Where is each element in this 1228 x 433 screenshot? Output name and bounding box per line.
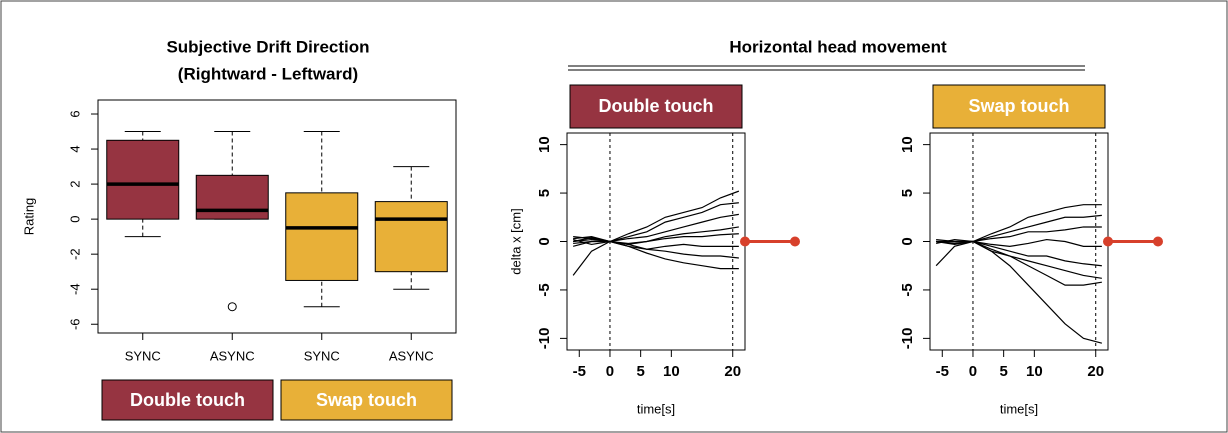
- pointer-dot: [790, 237, 800, 247]
- box: [107, 140, 179, 219]
- figure-title: Horizontal head movement: [729, 37, 947, 56]
- y-tick-label: 0: [536, 237, 553, 245]
- trace: [936, 242, 1102, 344]
- x-axis-label: time[s]: [1000, 401, 1038, 416]
- x-tick-label: 0: [606, 363, 614, 380]
- y-tick-label: 0: [67, 216, 82, 223]
- trace: [573, 214, 739, 241]
- y-tick-label: 10: [536, 136, 553, 153]
- x-tick-label: 20: [724, 363, 741, 380]
- figure: Horizontal head movement Subjective Drif…: [0, 0, 1228, 433]
- y-axis-label: delta x [cm]: [508, 208, 523, 274]
- x-tick-label: 0: [969, 363, 977, 380]
- chart-title: Subjective Drift Direction: [166, 37, 369, 56]
- y-axis-label: Rating: [21, 198, 36, 236]
- panel-label: Double touch: [599, 96, 714, 116]
- y-tick-label: -2: [67, 248, 82, 260]
- y-tick-label: 2: [67, 180, 82, 187]
- chart-subtitle: (Rightward - Leftward): [178, 64, 358, 83]
- x-tick-label: SYNC: [125, 348, 161, 363]
- box: [375, 202, 447, 272]
- y-tick-label: 0: [899, 237, 916, 245]
- x-tick-label: 20: [1087, 363, 1104, 380]
- x-tick-label: -5: [573, 363, 586, 380]
- pointer-dot: [1153, 237, 1163, 247]
- x-tick-label: -5: [936, 363, 949, 380]
- pointer-dot: [740, 237, 750, 247]
- y-tick-label: -6: [67, 318, 82, 330]
- x-tick-label: 10: [663, 363, 680, 380]
- x-tick-label: 10: [1026, 363, 1043, 380]
- box: [286, 193, 358, 281]
- group-label: Double touch: [130, 390, 245, 410]
- x-tick-label: 5: [999, 363, 1007, 380]
- trace: [936, 242, 1102, 279]
- y-tick-label: 5: [536, 189, 553, 197]
- trace: [936, 205, 1102, 242]
- y-tick-label: -5: [536, 283, 553, 296]
- x-tick-label: ASYNC: [210, 348, 255, 363]
- panel-label: Swap touch: [968, 96, 1069, 116]
- y-tick-label: -10: [899, 328, 916, 350]
- y-tick-label: 5: [899, 189, 916, 197]
- y-tick-label: 4: [67, 145, 82, 152]
- y-tick-label: 6: [67, 110, 82, 117]
- x-tick-label: ASYNC: [389, 348, 434, 363]
- y-tick-label: -5: [899, 283, 916, 296]
- pointer-dot: [1103, 237, 1113, 247]
- outlier: [228, 303, 236, 311]
- y-tick-label: -4: [67, 283, 82, 295]
- trace: [936, 215, 1102, 243]
- trace: [573, 238, 739, 269]
- x-tick-label: 5: [636, 363, 644, 380]
- x-tick-label: SYNC: [304, 348, 340, 363]
- group-label: Swap touch: [316, 390, 417, 410]
- y-tick-label: 10: [899, 136, 916, 153]
- y-tick-label: -10: [536, 328, 553, 350]
- trace: [573, 203, 739, 244]
- x-axis-label: time[s]: [637, 401, 675, 416]
- box: [196, 175, 268, 219]
